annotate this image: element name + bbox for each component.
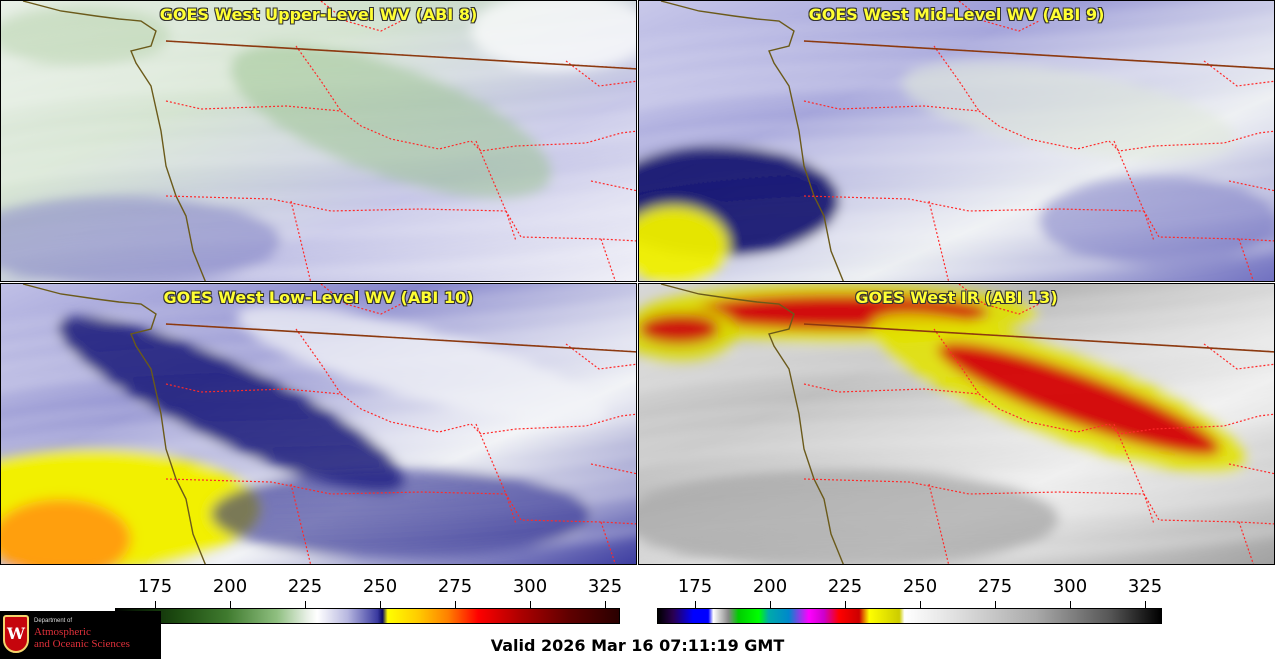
logo-name-line2: and Oceanic Sciences — [34, 638, 130, 650]
colorbar-infrared — [657, 608, 1162, 624]
state-boundary — [165, 383, 636, 435]
wv-tick-mark — [380, 601, 381, 608]
state-boundary — [165, 100, 636, 152]
wv-tick-mark — [530, 601, 531, 608]
cloud-imagery — [639, 284, 1274, 564]
map-ir — [639, 284, 1274, 564]
state-boundary — [803, 100, 1274, 152]
wv-tick-mark — [455, 601, 456, 608]
panel-title: GOES West IR (ABI 13) — [855, 288, 1058, 307]
panel-low-level-wv: GOES West Low-Level WV (ABI 10) — [0, 283, 637, 565]
wv-tick-mark — [305, 601, 306, 608]
state-boundary — [803, 195, 1145, 212]
country-border — [803, 323, 1274, 353]
map-low-level-wv — [1, 284, 636, 564]
state-boundary — [803, 383, 1274, 435]
ir-tick-mark — [920, 601, 921, 608]
ir-tick-mark — [770, 601, 771, 608]
ir-tick-mark — [995, 601, 996, 608]
country-border — [165, 323, 636, 353]
logo-dept: Department of — [34, 618, 73, 624]
ir-tick-label: 250 — [902, 576, 938, 597]
state-boundary — [1203, 60, 1274, 87]
state-boundary — [565, 60, 636, 87]
state-boundary — [590, 463, 636, 475]
wv-tick-label: 175 — [137, 576, 173, 597]
cloud-imagery — [1, 1, 636, 281]
state-boundary — [165, 478, 507, 495]
state-boundary — [1228, 463, 1274, 475]
wv-tick-mark — [605, 601, 606, 608]
cloud-imagery — [639, 1, 1274, 281]
country-border — [165, 40, 636, 70]
state-boundary — [320, 1, 402, 32]
panel-ir: GOES West IR (ABI 13) — [638, 283, 1275, 565]
panel-title: GOES West Upper-Level WV (ABI 8) — [159, 5, 478, 24]
panel-title: GOES West Low-Level WV (ABI 10) — [163, 288, 474, 307]
logo-name-line1: Atmospheric — [34, 626, 91, 638]
state-boundary — [1143, 210, 1155, 242]
ir-tick-label: 175 — [677, 576, 713, 597]
ir-tick-label: 275 — [977, 576, 1013, 597]
crest-icon: W — [3, 615, 29, 653]
wv-tick-mark — [230, 601, 231, 608]
panel-upper-level-wv: GOES West Upper-Level WV (ABI 8) — [0, 0, 637, 282]
coastline — [660, 284, 844, 564]
coastline — [22, 284, 206, 564]
panel-title: GOES West Mid-Level WV (ABI 9) — [808, 5, 1105, 24]
country-border — [803, 40, 1274, 70]
ir-tick-label: 300 — [1052, 576, 1088, 597]
cloud-imagery — [1, 284, 636, 564]
state-boundary — [505, 210, 517, 242]
coastline — [22, 1, 206, 281]
wv-tick-label: 200 — [212, 576, 248, 597]
ir-tick-label: 225 — [827, 576, 863, 597]
ir-tick-mark — [1070, 601, 1071, 608]
map-upper-level-wv — [1, 1, 636, 281]
coastline — [660, 1, 844, 281]
valid-time: Valid 2026 Mar 16 07:11:19 GMT — [490, 636, 785, 655]
panel-mid-level-wv: GOES West Mid-Level WV (ABI 9) — [638, 0, 1275, 282]
state-boundary — [958, 1, 1040, 32]
wv-tick-mark — [155, 601, 156, 608]
wv-tick-label: 325 — [587, 576, 623, 597]
state-boundary — [958, 284, 1040, 315]
ir-tick-label: 325 — [1127, 576, 1163, 597]
ir-tick-mark — [845, 601, 846, 608]
state-boundary — [1228, 180, 1274, 192]
state-boundary — [1143, 493, 1155, 525]
ir-tick-mark — [695, 601, 696, 608]
state-boundary — [505, 493, 517, 525]
state-boundary — [1203, 343, 1274, 370]
colorbar-water-vapor — [115, 608, 620, 624]
state-boundary — [803, 478, 1145, 495]
wv-tick-label: 225 — [287, 576, 323, 597]
wv-tick-label: 275 — [437, 576, 473, 597]
wv-tick-label: 300 — [512, 576, 548, 597]
state-boundary — [565, 343, 636, 370]
logo-name: Atmospheric and Oceanic Sciences — [34, 626, 130, 650]
ir-tick-label: 200 — [752, 576, 788, 597]
state-boundary — [165, 195, 507, 212]
state-boundary — [590, 180, 636, 192]
state-boundary — [320, 284, 402, 315]
ir-tick-mark — [1145, 601, 1146, 608]
map-mid-level-wv — [639, 1, 1274, 281]
wv-tick-label: 250 — [362, 576, 398, 597]
aos-logo: W Department of Atmospheric and Oceanic … — [0, 611, 161, 659]
